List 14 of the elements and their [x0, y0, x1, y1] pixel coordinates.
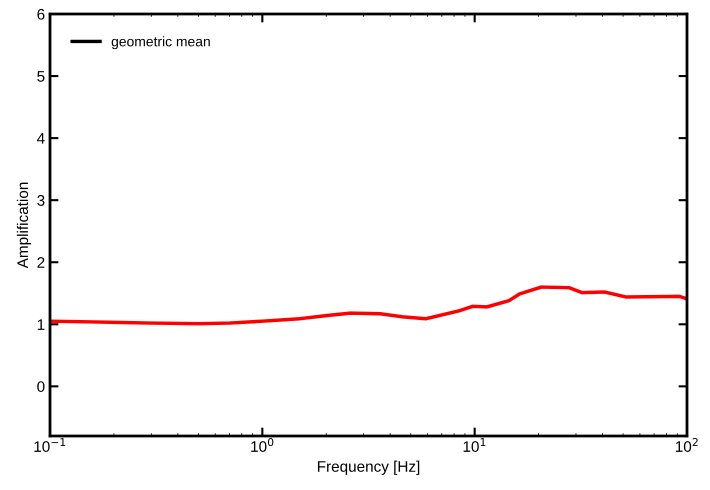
y-tick-label: 2: [37, 257, 44, 268]
y-tick-label: 0: [37, 381, 45, 392]
legend-label: geometric mean: [112, 36, 210, 50]
y-tick-label: 1: [38, 319, 44, 330]
y-tick-label: 5: [37, 71, 44, 82]
x-tick-label: 10$^{1}$: [464, 438, 486, 452]
y-tick-label: 4: [36, 133, 45, 144]
y-tick-label: 6: [37, 8, 44, 20]
y-axis-title: Amplification: [16, 182, 32, 268]
y-tick-label: 3: [37, 195, 44, 206]
x-axis-title: Frequency [Hz]: [318, 460, 420, 475]
x-tick-label: 10$^{0}$: [251, 438, 274, 452]
x-tick-label: 10$^{2}$: [676, 438, 698, 452]
x-tick-label: 10$^{−1}$: [34, 438, 66, 452]
